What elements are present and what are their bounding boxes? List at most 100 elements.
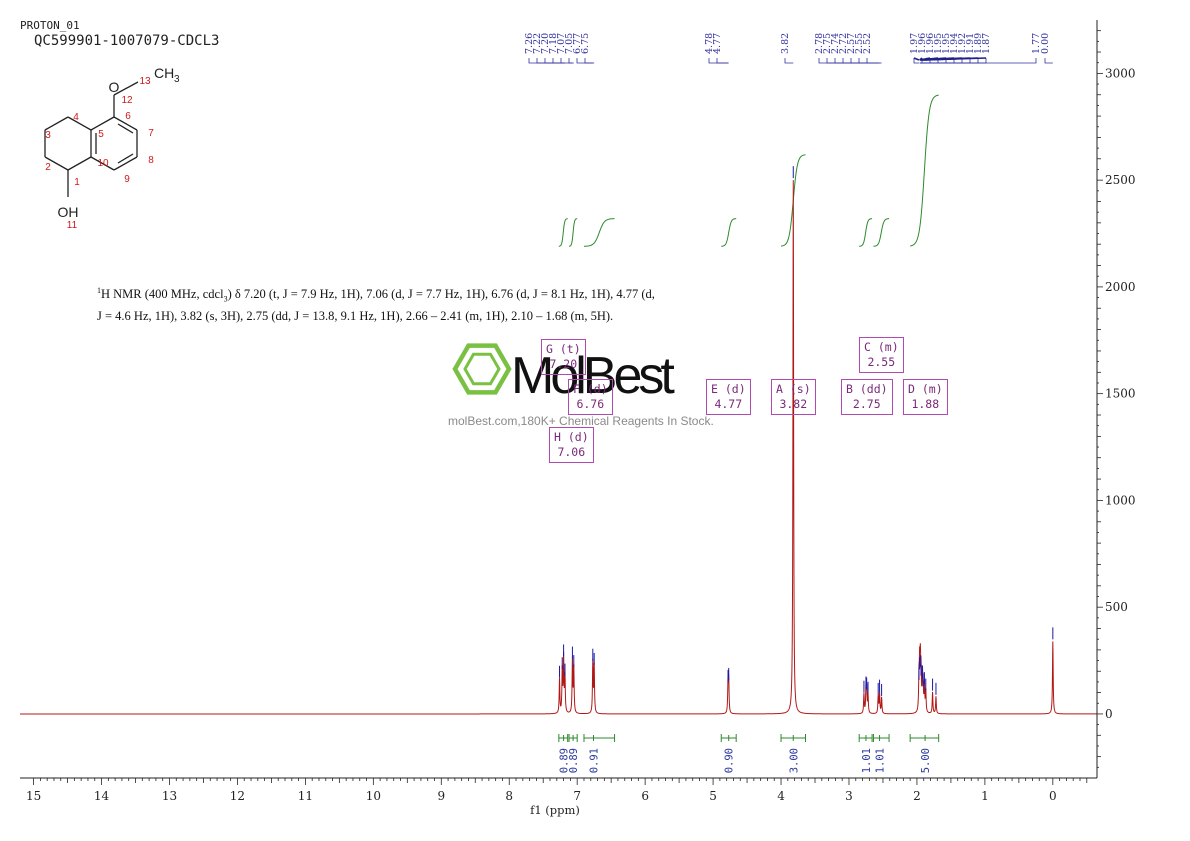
atom-number: 3 (45, 130, 51, 141)
x-tick-label: 10 (366, 789, 381, 803)
peak-leader (826, 58, 866, 64)
peak-shift-label: 1.95 (933, 33, 944, 54)
integral-curve (859, 218, 873, 247)
x-tick-label: 7 (573, 789, 581, 803)
atom-number: 4 (73, 112, 79, 123)
logo-hexagon-icon (452, 343, 512, 395)
peak-leader (708, 58, 729, 64)
x-tick-label: 14 (94, 789, 110, 803)
experiment-name: PROTON_01 (20, 19, 80, 32)
peak-shift-label: 4.78 (704, 33, 715, 54)
multiplet-box-b: B (dd) 2.75 (841, 379, 893, 415)
peak-leader (842, 58, 869, 64)
peak-shift-label: 7.05 (564, 33, 575, 54)
peak-leader (568, 58, 574, 64)
integral-value: 1.01 (875, 748, 887, 773)
nmr-description: 1H NMR (400 MHz, cdcl3) δ 7.20 (t, J = 7… (97, 282, 657, 325)
x-tick-label: 15 (26, 789, 41, 803)
peak-leader (584, 58, 595, 64)
x-tick-label: 11 (298, 789, 313, 803)
peak-leader (1044, 58, 1053, 64)
integral-curves (558, 94, 939, 247)
peak-leader (716, 58, 729, 64)
peak-shift-label: 2.78 (814, 33, 825, 54)
integral-value: 1.01 (861, 748, 873, 773)
sample-name: QC599901-1007079-CDCL3 (34, 33, 220, 49)
peak-shift-label: 7.22 (532, 33, 543, 54)
bond (113, 116, 138, 131)
x-tick-label: 9 (437, 789, 445, 803)
atom-number: 7 (148, 128, 154, 139)
peak-shift-label: 2.74 (830, 33, 841, 54)
peak-label-group: 7.267.227.207.187.077.056.776.75 4.784.77… (524, 33, 1053, 64)
multiplet-id: D (m) (908, 382, 943, 396)
integral-curve (873, 218, 890, 247)
spectrum-line (20, 180, 1097, 715)
atom-number: 2 (45, 162, 51, 173)
x-tick-label: 3 (845, 789, 853, 803)
peak-shift-label: 6.77 (572, 33, 583, 54)
atom-number: 1 (74, 177, 80, 188)
peak-leader (850, 58, 879, 64)
multiplet-box-d: D (m) 1.88 (903, 379, 948, 415)
peak-leader (866, 58, 882, 64)
integral-curve (568, 218, 578, 247)
peak-shift-label: 2.55 (854, 33, 865, 54)
peak-leader (858, 58, 880, 64)
bond (113, 81, 139, 96)
peak-shift-label: 1.97 (909, 33, 920, 54)
bond (90, 156, 115, 171)
double-bond (117, 153, 134, 164)
multiplet-shift: 7.20 (549, 357, 578, 371)
atom-number: 11 (67, 220, 78, 231)
integral-curve (910, 94, 939, 247)
peak-shift-label: 1.95 (941, 33, 952, 54)
integral-curve (558, 218, 568, 247)
peak-leader (913, 58, 919, 64)
y-tick-label: 1000 (1105, 493, 1136, 507)
bond (113, 156, 138, 171)
peak-shift-label: 2.72 (838, 33, 849, 54)
peak-leader (552, 58, 565, 64)
integral-bars: 0.890.89 0.91 0.90 3.00 1.01 1.01 5.00 (558, 734, 940, 773)
molbest-logo: MolBest (452, 343, 679, 405)
hydroxyl-label: OH (58, 204, 79, 220)
integral-value: 3.00 (788, 748, 800, 773)
nmr-desc-head: H NMR (400 MHz, cdcl (101, 287, 224, 302)
integral-value: 0.90 (724, 748, 736, 773)
peak-shift-label: 1.89 (973, 33, 984, 54)
x-tick-label: 5 (709, 789, 717, 803)
peak-shift-label: 7.20 (540, 33, 551, 54)
methyl-label: CH (154, 65, 174, 81)
multiplet-box-e: E (d) 4.77 (706, 379, 751, 415)
oxygen-label: O (109, 79, 120, 95)
peak-shift-label: 2.57 (846, 33, 857, 54)
y-tick-label: 2500 (1105, 173, 1136, 187)
y-tick-label: 0 (1105, 707, 1113, 721)
nmr-desc-solvent-sub: 3 (223, 294, 228, 304)
peak-leader (925, 57, 987, 61)
integral-value: 0.89 (568, 748, 580, 773)
double-bond (117, 123, 134, 134)
peak-shift-label: 1.94 (949, 33, 960, 54)
nmr-desc-isotope: 1 (97, 286, 101, 295)
chart-axes: 15 14 13 12 11 10 9 8 7 6 5 4 3 2 1 0f1 (ppm)0500100015… (20, 20, 1136, 817)
multiplet-id: A (s) (776, 382, 811, 396)
bond (67, 116, 92, 131)
atom-number: 5 (98, 129, 104, 140)
x-tick-label: 0 (1049, 789, 1057, 803)
x-tick-label: 12 (230, 789, 245, 803)
multiplet-box-a: A (s) 3.82 (771, 379, 816, 415)
bond (90, 116, 115, 131)
peak-shift-label: 7.07 (556, 33, 567, 54)
peak-shift-label: 4.77 (712, 33, 723, 54)
peak-shift-label: 2.75 (822, 33, 833, 54)
multiplet-id: F (d) (573, 382, 608, 396)
watermark-url: molBest.com,180K+ Chemical Reagents In S… (448, 414, 714, 428)
peak-shift-label: 0.00 (1040, 33, 1051, 54)
y-tick-label: 3000 (1105, 66, 1136, 80)
peak-shift-label: 1.87 (981, 33, 992, 54)
y-tick-label: 500 (1105, 600, 1128, 614)
